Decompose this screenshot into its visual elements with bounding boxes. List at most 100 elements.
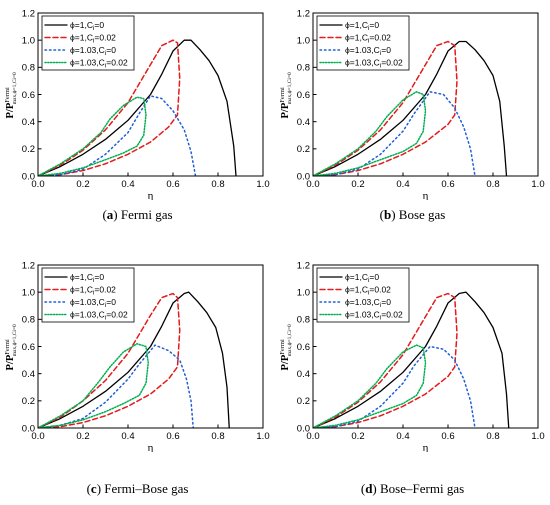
series-line-1 <box>313 40 508 176</box>
x-tick-label: 0.4 <box>396 431 409 442</box>
y-axis-label: P/PFermimax,ϕ=1,Ci=0 <box>279 72 293 119</box>
x-tick-label: 0.2 <box>351 431 364 442</box>
y-tick-label: 0.2 <box>297 396 310 407</box>
series-group <box>313 291 510 428</box>
y-tick-label: 0.2 <box>297 144 310 155</box>
chart-panel-bose-fermi-gas: 0.0 0.2 0.4 0.6 0.8 1.0 0.0 0.2 0.4 0.6 0.8 1.0 1.2 η… <box>275 252 550 504</box>
panel-caption-text: Bose–Fermi gas <box>376 481 465 496</box>
panel-caption-text: Fermi gas <box>117 207 173 222</box>
x-tick-label: 1.0 <box>531 431 544 442</box>
y-tick-label: 0.4 <box>297 369 310 380</box>
x-tick-label: 0.6 <box>166 179 179 190</box>
y-tick-label: 0.0 <box>22 171 35 182</box>
x-tick-label: 0.2 <box>76 179 89 190</box>
x-axis-label: η <box>423 190 429 200</box>
legend: ϕ=1,Ci=0ϕ=1,Ci=0.02ϕ=1.03,Ci=0ϕ=1.03,Ci=… <box>41 15 135 71</box>
legend-label: ϕ=1,Ci=0.02 <box>70 33 116 45</box>
y-tick-label: 0.4 <box>297 117 310 128</box>
y-axis-label-text: P/PFermimax,ϕ=1,Ci=0 <box>279 72 293 119</box>
series-line-2 <box>313 40 458 176</box>
series-line-2 <box>38 39 181 176</box>
y-tick-label: 0.0 <box>297 171 310 182</box>
legend-label: ϕ=1,Ci=0 <box>345 20 379 32</box>
y-tick-label: 0.6 <box>297 342 310 353</box>
y-tick-label: 0.8 <box>297 63 310 74</box>
legend-label: ϕ=1,Ci=0 <box>70 272 104 284</box>
x-tick-label: 0.8 <box>211 431 224 442</box>
y-axis-label-text: P/PFermimax,ϕ=1,Ci=0 <box>4 72 18 119</box>
x-axis-label: η <box>423 442 429 452</box>
y-tick-label: 0.6 <box>22 90 35 101</box>
y-tick-label: 0.8 <box>22 315 35 326</box>
x-tick-label: 0.2 <box>351 179 364 190</box>
y-axis-label: P/PFermimax,ϕ=1,Ci=0 <box>4 324 18 371</box>
panel-letter: a <box>106 207 114 222</box>
panel-caption-text: Bose gas <box>395 207 446 222</box>
x-tick-label: 0.6 <box>441 179 454 190</box>
panel-caption-text: Fermi–Bose gas <box>101 481 189 496</box>
y-tick-label: 1.0 <box>22 287 35 298</box>
legend-label: ϕ=1.03,Ci=0 <box>345 297 391 309</box>
y-tick-label: 0.0 <box>297 423 310 434</box>
legend-label: ϕ=1.03,Ci=0.02 <box>70 310 128 322</box>
legend-label: ϕ=1,Ci=0.02 <box>345 285 391 297</box>
legend-label: ϕ=1,Ci=0.02 <box>70 285 116 297</box>
series-line-2 <box>38 292 181 428</box>
y-tick-label: 0.4 <box>22 117 35 128</box>
chart-panel-fermi-gas: 0.0 0.2 0.4 0.6 0.8 1.0 0.0 0.2 0.4 0.6 0.8 1.0 1.2 η… <box>0 0 275 252</box>
x-tick-label: 0.4 <box>121 179 134 190</box>
y-axis-label: P/PFermimax,ϕ=1,Ci=0 <box>279 324 293 371</box>
x-tick-label: 0.0 <box>31 431 44 442</box>
x-tick-label: 0.8 <box>486 179 499 190</box>
series-line-1 <box>38 291 230 428</box>
panel-caption: (c) Fermi–Bose gas <box>86 481 189 496</box>
chart-panel-bose-gas: 0.0 0.2 0.4 0.6 0.8 1.0 0.0 0.2 0.4 0.6 0.8 1.0 1.2 η… <box>275 0 550 252</box>
y-tick-label: 0.6 <box>22 342 35 353</box>
y-tick-label: 1.0 <box>297 35 310 46</box>
x-tick-label: 1.0 <box>256 431 269 442</box>
chart-svg: 0.0 0.2 0.4 0.6 0.8 1.0 0.0 0.2 0.4 0.6 0.8 1.0 1.2 η… <box>279 260 545 452</box>
x-tick-label: 0.4 <box>121 431 134 442</box>
legend-label: ϕ=1.03,Ci=0.02 <box>345 310 403 322</box>
y-tick-label: 0.2 <box>22 144 35 155</box>
series-line-4 <box>38 343 149 428</box>
series-line-4 <box>38 96 147 176</box>
series-line-1 <box>38 39 237 176</box>
y-axis-label-text: P/PFermimax,ϕ=1,Ci=0 <box>4 324 18 371</box>
y-tick-label: 1.0 <box>297 287 310 298</box>
y-tick-label: 0.8 <box>297 315 310 326</box>
y-tick-label: 1.2 <box>297 260 310 271</box>
series-line-3 <box>313 91 476 176</box>
x-tick-label: 0.4 <box>396 179 409 190</box>
series-group <box>313 40 508 176</box>
y-tick-label: 1.0 <box>22 35 35 46</box>
legend-label: ϕ=1,Ci=0 <box>345 272 379 284</box>
y-axis-label: P/PFermimax,ϕ=1,Ci=0 <box>4 72 18 119</box>
x-tick-label: 1.0 <box>531 179 544 190</box>
legend-label: ϕ=1.03,Ci=0 <box>345 45 391 57</box>
panel-caption: (d) Bose–Fermi gas <box>360 481 465 496</box>
series-line-3 <box>313 345 476 428</box>
chart-panel-fermi-bose-gas: 0.0 0.2 0.4 0.6 0.8 1.0 0.0 0.2 0.4 0.6 0.8 1.0 1.2 η… <box>0 252 275 504</box>
panel-caption: (b) Bose gas <box>379 207 446 222</box>
x-tick-label: 0.6 <box>441 431 454 442</box>
y-tick-label: 1.2 <box>22 260 35 271</box>
x-tick-label: 0.0 <box>31 179 44 190</box>
x-tick-label: 0.2 <box>76 431 89 442</box>
y-tick-label: 0.6 <box>297 90 310 101</box>
legend-label: ϕ=1,Ci=0.02 <box>345 33 391 45</box>
chart-svg: 0.0 0.2 0.4 0.6 0.8 1.0 0.0 0.2 0.4 0.6 0.8 1.0 1.2 η… <box>4 260 270 452</box>
x-tick-label: 0.6 <box>166 431 179 442</box>
chart-svg: 0.0 0.2 0.4 0.6 0.8 1.0 0.0 0.2 0.4 0.6 0.8 1.0 1.2 η… <box>4 8 270 200</box>
legend-label: ϕ=1.03,Ci=0 <box>70 45 116 57</box>
x-tick-label: 0.8 <box>486 431 499 442</box>
series-line-4 <box>313 91 427 176</box>
panel-letter: b <box>383 207 392 222</box>
x-axis-label: η <box>148 442 154 452</box>
legend-box <box>41 15 135 71</box>
y-axis-label-text: P/PFermimax,ϕ=1,Ci=0 <box>279 324 293 371</box>
legend-label: ϕ=1,Ci=0 <box>70 20 104 32</box>
legend: ϕ=1,Ci=0ϕ=1,Ci=0.02ϕ=1.03,Ci=0ϕ=1.03,Ci=… <box>316 267 410 323</box>
series-group <box>38 39 237 176</box>
